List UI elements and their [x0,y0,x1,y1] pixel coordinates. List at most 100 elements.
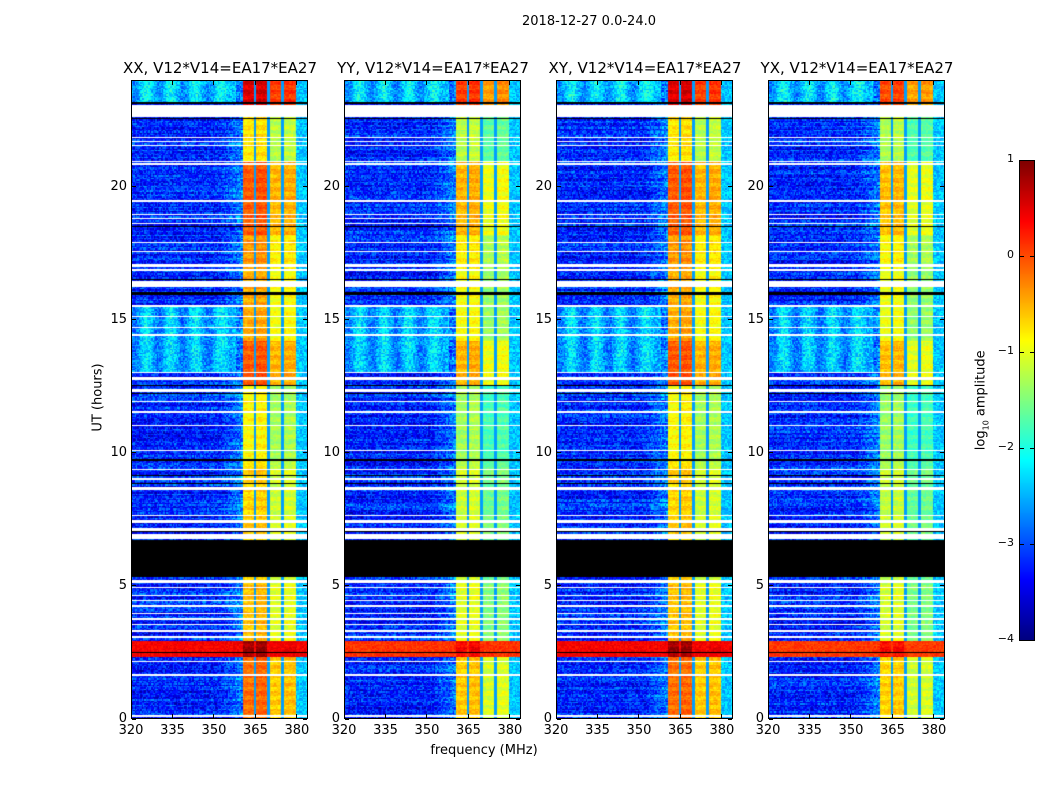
y-tick-mark [940,585,944,587]
x-tick-mark [721,714,723,718]
x-tick-label: 335 [160,723,185,738]
colorbar-tick-mark [1030,447,1034,449]
colorbar-tick-mark [1030,639,1034,641]
y-tick-label: 15 [747,311,764,327]
x-tick-label: 350 [201,723,227,738]
panel-title-xx: XX, V12*V14=EA17*EA27 [122,59,317,77]
x-tick-mark [555,714,557,718]
colorbar-label-subscript: 10 [981,420,991,431]
x-tick-mark [171,714,173,718]
x-tick-mark [721,81,723,85]
y-tick-label: 10 [535,444,552,460]
x-tick-mark [509,81,511,85]
x-tick-mark [850,81,852,85]
heatmap-panel-yx [768,80,945,719]
x-tick-label: 320 [331,723,357,738]
y-tick-label: 15 [535,311,552,327]
x-tick-mark [767,81,769,85]
y-tick-mark [516,319,520,321]
x-tick-label: 365 [880,723,905,738]
y-tick-mark [940,319,944,321]
x-tick-label: 320 [118,723,144,738]
x-tick-mark [171,81,173,85]
y-tick-label: 20 [747,178,764,194]
panel-title-yy: YY, V12*V14=EA17*EA27 [337,59,529,77]
y-tick-label: 5 [118,577,127,593]
x-tick-mark [343,81,345,85]
x-tick-label: 380 [709,723,735,738]
colorbar-tick-label: 0 [1007,248,1014,261]
y-tick-label: 20 [323,178,340,194]
y-tick-mark [303,585,307,587]
y-tick-label: 0 [543,711,552,726]
colorbar-tick-mark [1030,255,1034,257]
colorbar-tick-mark [1030,351,1034,353]
x-tick-label: 350 [414,723,440,738]
y-tick-mark [728,452,732,454]
x-tick-mark [638,714,640,718]
colorbar-tick-mark [1020,255,1024,257]
x-tick-mark [891,714,893,718]
y-tick-label: 0 [755,711,764,726]
y-tick-mark [557,718,561,720]
y-tick-mark [345,452,349,454]
x-tick-mark [596,714,598,718]
heatmap-panel-xx [131,80,308,719]
panel-title-yx: YX, V12*V14=EA17*EA27 [760,59,954,77]
y-tick-mark [769,186,773,187]
x-tick-label: 365 [668,723,693,738]
y-tick-mark [132,319,136,321]
y-tick-mark [132,452,136,454]
x-tick-mark [296,81,298,85]
x-tick-mark [343,714,345,718]
y-tick-label: 10 [110,444,127,460]
heatmap-panel-xy [556,80,733,719]
heatmap-image [132,81,307,718]
x-tick-mark [679,714,681,718]
x-tick-mark [767,714,769,718]
x-tick-label: 365 [243,723,268,738]
y-tick-mark [345,186,349,187]
colorbar-tick-mark [1020,639,1024,641]
x-axis-label: frequency (MHz) [430,743,538,758]
y-tick-mark [940,186,944,187]
y-tick-label: 5 [755,577,764,593]
y-tick-mark [940,452,944,454]
y-tick-mark [940,718,944,720]
panel-title-xy: XY, V12*V14=EA17*EA27 [548,59,742,77]
x-tick-mark [296,714,298,718]
y-tick-mark [303,186,307,187]
x-tick-label: 335 [373,723,398,738]
y-tick-mark [345,585,349,587]
x-tick-mark [679,81,681,85]
colorbar-tick-label: 1 [1007,152,1014,165]
y-tick-mark [728,186,732,187]
y-tick-label: 5 [543,577,552,593]
y-tick-label: 15 [323,311,340,327]
y-tick-label: 10 [323,444,340,460]
y-tick-label: 5 [331,577,340,593]
x-tick-label: 365 [456,723,481,738]
x-tick-mark [254,714,256,718]
y-tick-label: 20 [535,178,552,194]
colorbar-tick-mark [1020,543,1024,545]
heatmap-panel-yy [344,80,521,719]
x-tick-label: 320 [543,723,569,738]
x-tick-label: 380 [497,723,523,738]
x-tick-mark [384,714,386,718]
x-tick-mark [596,81,598,85]
heatmap-image [769,81,944,718]
x-tick-label: 350 [626,723,652,738]
x-tick-mark [891,81,893,85]
colorbar-tick-mark [1030,159,1034,161]
y-tick-mark [516,452,520,454]
y-tick-mark [303,319,307,321]
y-tick-mark [132,186,136,187]
x-tick-mark [426,714,428,718]
x-tick-label: 320 [755,723,781,738]
colorbar-label-suffix: amplitude [973,350,989,421]
y-tick-label: 15 [110,311,127,327]
y-tick-label: 0 [331,711,340,726]
x-tick-mark [130,81,132,85]
x-tick-mark [808,714,810,718]
